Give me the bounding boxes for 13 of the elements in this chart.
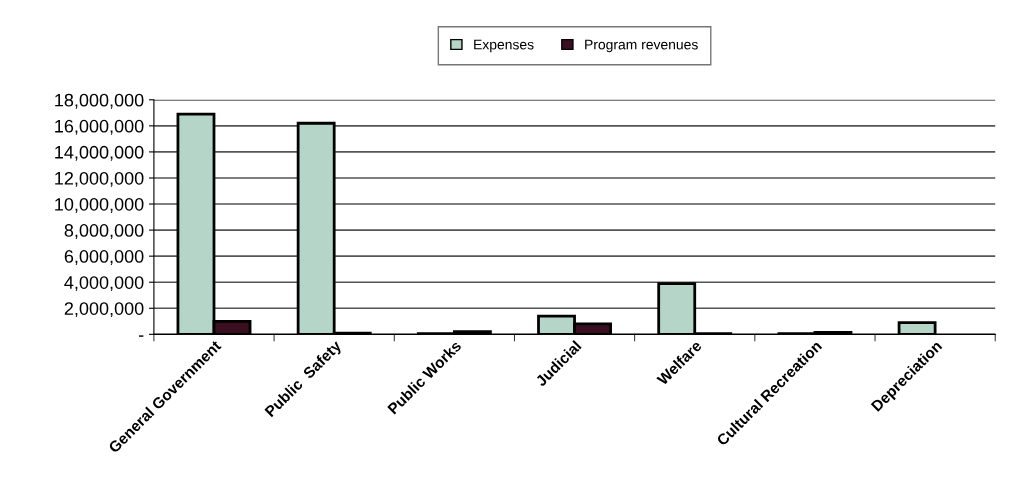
y-tick-label: 16,000,000 [55,119,144,135]
y-tick-label: 12,000,000 [55,171,144,187]
y-tick-label: 18,000,000 [55,93,144,109]
y-tick-label: 10,000,000 [55,197,144,213]
legend-label: Program revenues [585,39,698,53]
legend-label: Expenses [474,39,534,53]
y-tick-label: 2,000,000 [64,302,144,318]
y-tick-label: - [138,335,144,337]
y-tick-label: 6,000,000 [64,250,144,266]
y-tick-label: 14,000,000 [55,145,144,161]
y-tick-label: 4,000,000 [64,276,144,292]
y-tick-label: 8,000,000 [64,224,144,239]
bar [897,321,937,335]
